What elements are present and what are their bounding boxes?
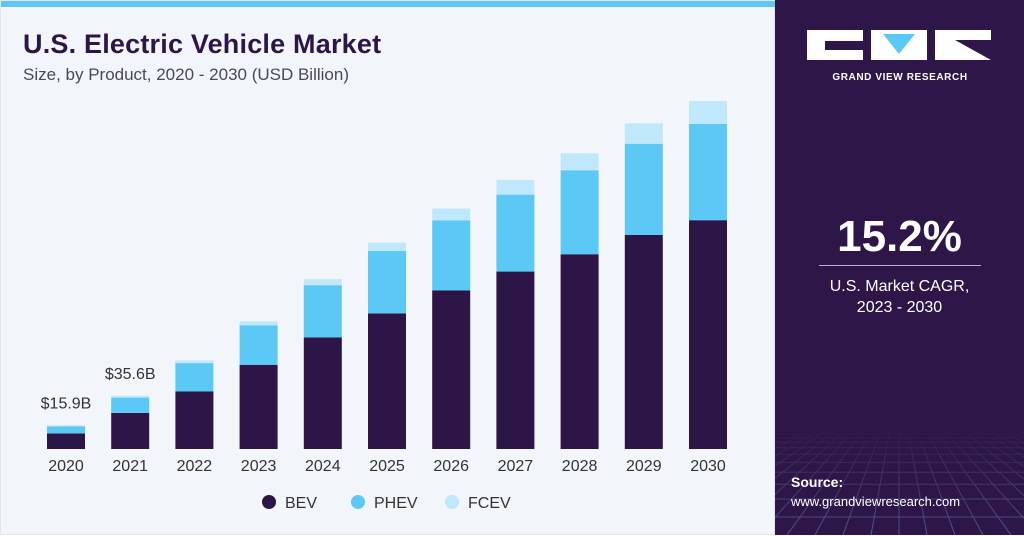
data-label-2020: $15.9B: [41, 395, 92, 412]
cagr-label-line1: U.S. Market CAGR,: [829, 278, 970, 295]
bar-fcev-2027: [496, 179, 535, 195]
bar-bev-2020: [47, 433, 85, 449]
legend-label-phev: PHEV: [374, 495, 418, 512]
bar-fcev-2028: [560, 153, 599, 171]
legend-label-bev: BEV: [285, 495, 317, 512]
bar-phev-2025: [368, 250, 406, 314]
x-tick-2022: 2022: [177, 458, 213, 475]
cagr-value: 15.2%: [837, 212, 962, 261]
bar-phev-2022: [175, 363, 214, 392]
bar-fcev-2030: [689, 101, 727, 124]
bar-bev-2027: [496, 271, 535, 449]
legend-swatch-fcev: [445, 495, 459, 509]
x-tick-2025: 2025: [369, 458, 405, 475]
bar-bev-2021: [111, 412, 150, 449]
data-label-group: $15.9B $35.6B: [41, 366, 156, 413]
x-tick-2030: 2030: [690, 458, 726, 475]
bar-phev-2029: [624, 143, 663, 235]
bar-phev-2020: [47, 426, 85, 434]
legend-label-fcev: FCEV: [468, 495, 511, 512]
chart-subtitle: Size, by Product, 2020 - 2030 (USD Billi…: [23, 65, 349, 84]
bar-bev-2030: [689, 220, 727, 449]
x-tick-2029: 2029: [626, 458, 662, 475]
bar-bev-2024: [303, 337, 342, 449]
bar-fcev-2021: [111, 395, 150, 398]
bar-phev-2023: [239, 325, 278, 365]
x-axis-ticks: 2020 2021 2022 2023 2024 2025 2026 2027 2028 2029…: [48, 458, 726, 475]
chart-panel: U.S. Electric Vehicle Market Size, by Pr…: [0, 0, 776, 535]
bar-fcev-2023: [239, 321, 278, 326]
legend-swatch-bev: [262, 495, 276, 509]
bar-bev-2023: [239, 364, 278, 449]
data-label-2021: $35.6B: [105, 366, 156, 383]
cagr-label: U.S. Market CAGR, 2023 - 2030: [775, 276, 1024, 318]
source-label: Source:: [791, 474, 844, 490]
legend-swatch-phev: [351, 495, 365, 509]
sidebar: GRAND VIEW RESEARCH 15.2% U.S. Market CA…: [775, 0, 1024, 535]
bar-bev-2022: [175, 391, 214, 449]
bar-bev-2025: [368, 313, 406, 449]
bar-phev-2024: [303, 285, 342, 338]
chart-title: U.S. Electric Vehicle Market: [23, 29, 382, 59]
bar-group: [47, 101, 727, 449]
bar-phev-2026: [432, 220, 471, 291]
x-tick-2028: 2028: [562, 458, 598, 475]
logo-wordmark: GRAND VIEW RESEARCH: [832, 72, 968, 83]
stacked-bar-chart: $15.9B$35.6B 2020 2021 2022 2023 2024 2025 202…: [41, 101, 727, 512]
grand-view-research-logo: [807, 30, 991, 60]
bar-bev-2028: [560, 254, 599, 449]
x-tick-2023: 2023: [241, 458, 277, 475]
x-tick-2026: 2026: [433, 458, 469, 475]
bar-bev-2029: [624, 235, 663, 449]
bar-phev-2027: [496, 194, 535, 272]
source-url[interactable]: www.grandviewresearch.com: [791, 494, 961, 509]
legend: BEV PHEV FCEV: [262, 495, 511, 512]
decorative-grid-graphic: [775, 430, 1024, 535]
x-tick-2027: 2027: [498, 458, 534, 475]
cagr-label-line2: 2023 - 2030: [856, 299, 943, 316]
divider: [819, 265, 981, 266]
bar-phev-2028: [560, 170, 599, 255]
bar-fcev-2029: [624, 123, 663, 144]
bar-fcev-2020: [47, 425, 85, 427]
x-tick-2024: 2024: [305, 458, 341, 475]
bar-fcev-2025: [368, 242, 406, 251]
bar-bev-2026: [432, 290, 471, 449]
bar-fcev-2026: [432, 208, 471, 221]
bar-phev-2021: [111, 397, 150, 413]
bar-fcev-2024: [303, 279, 342, 286]
top-accent-bar: [1, 1, 776, 7]
bar-fcev-2022: [175, 360, 214, 364]
x-tick-2021: 2021: [112, 458, 148, 475]
bar-phev-2030: [689, 123, 727, 221]
x-tick-2020: 2020: [48, 458, 84, 475]
